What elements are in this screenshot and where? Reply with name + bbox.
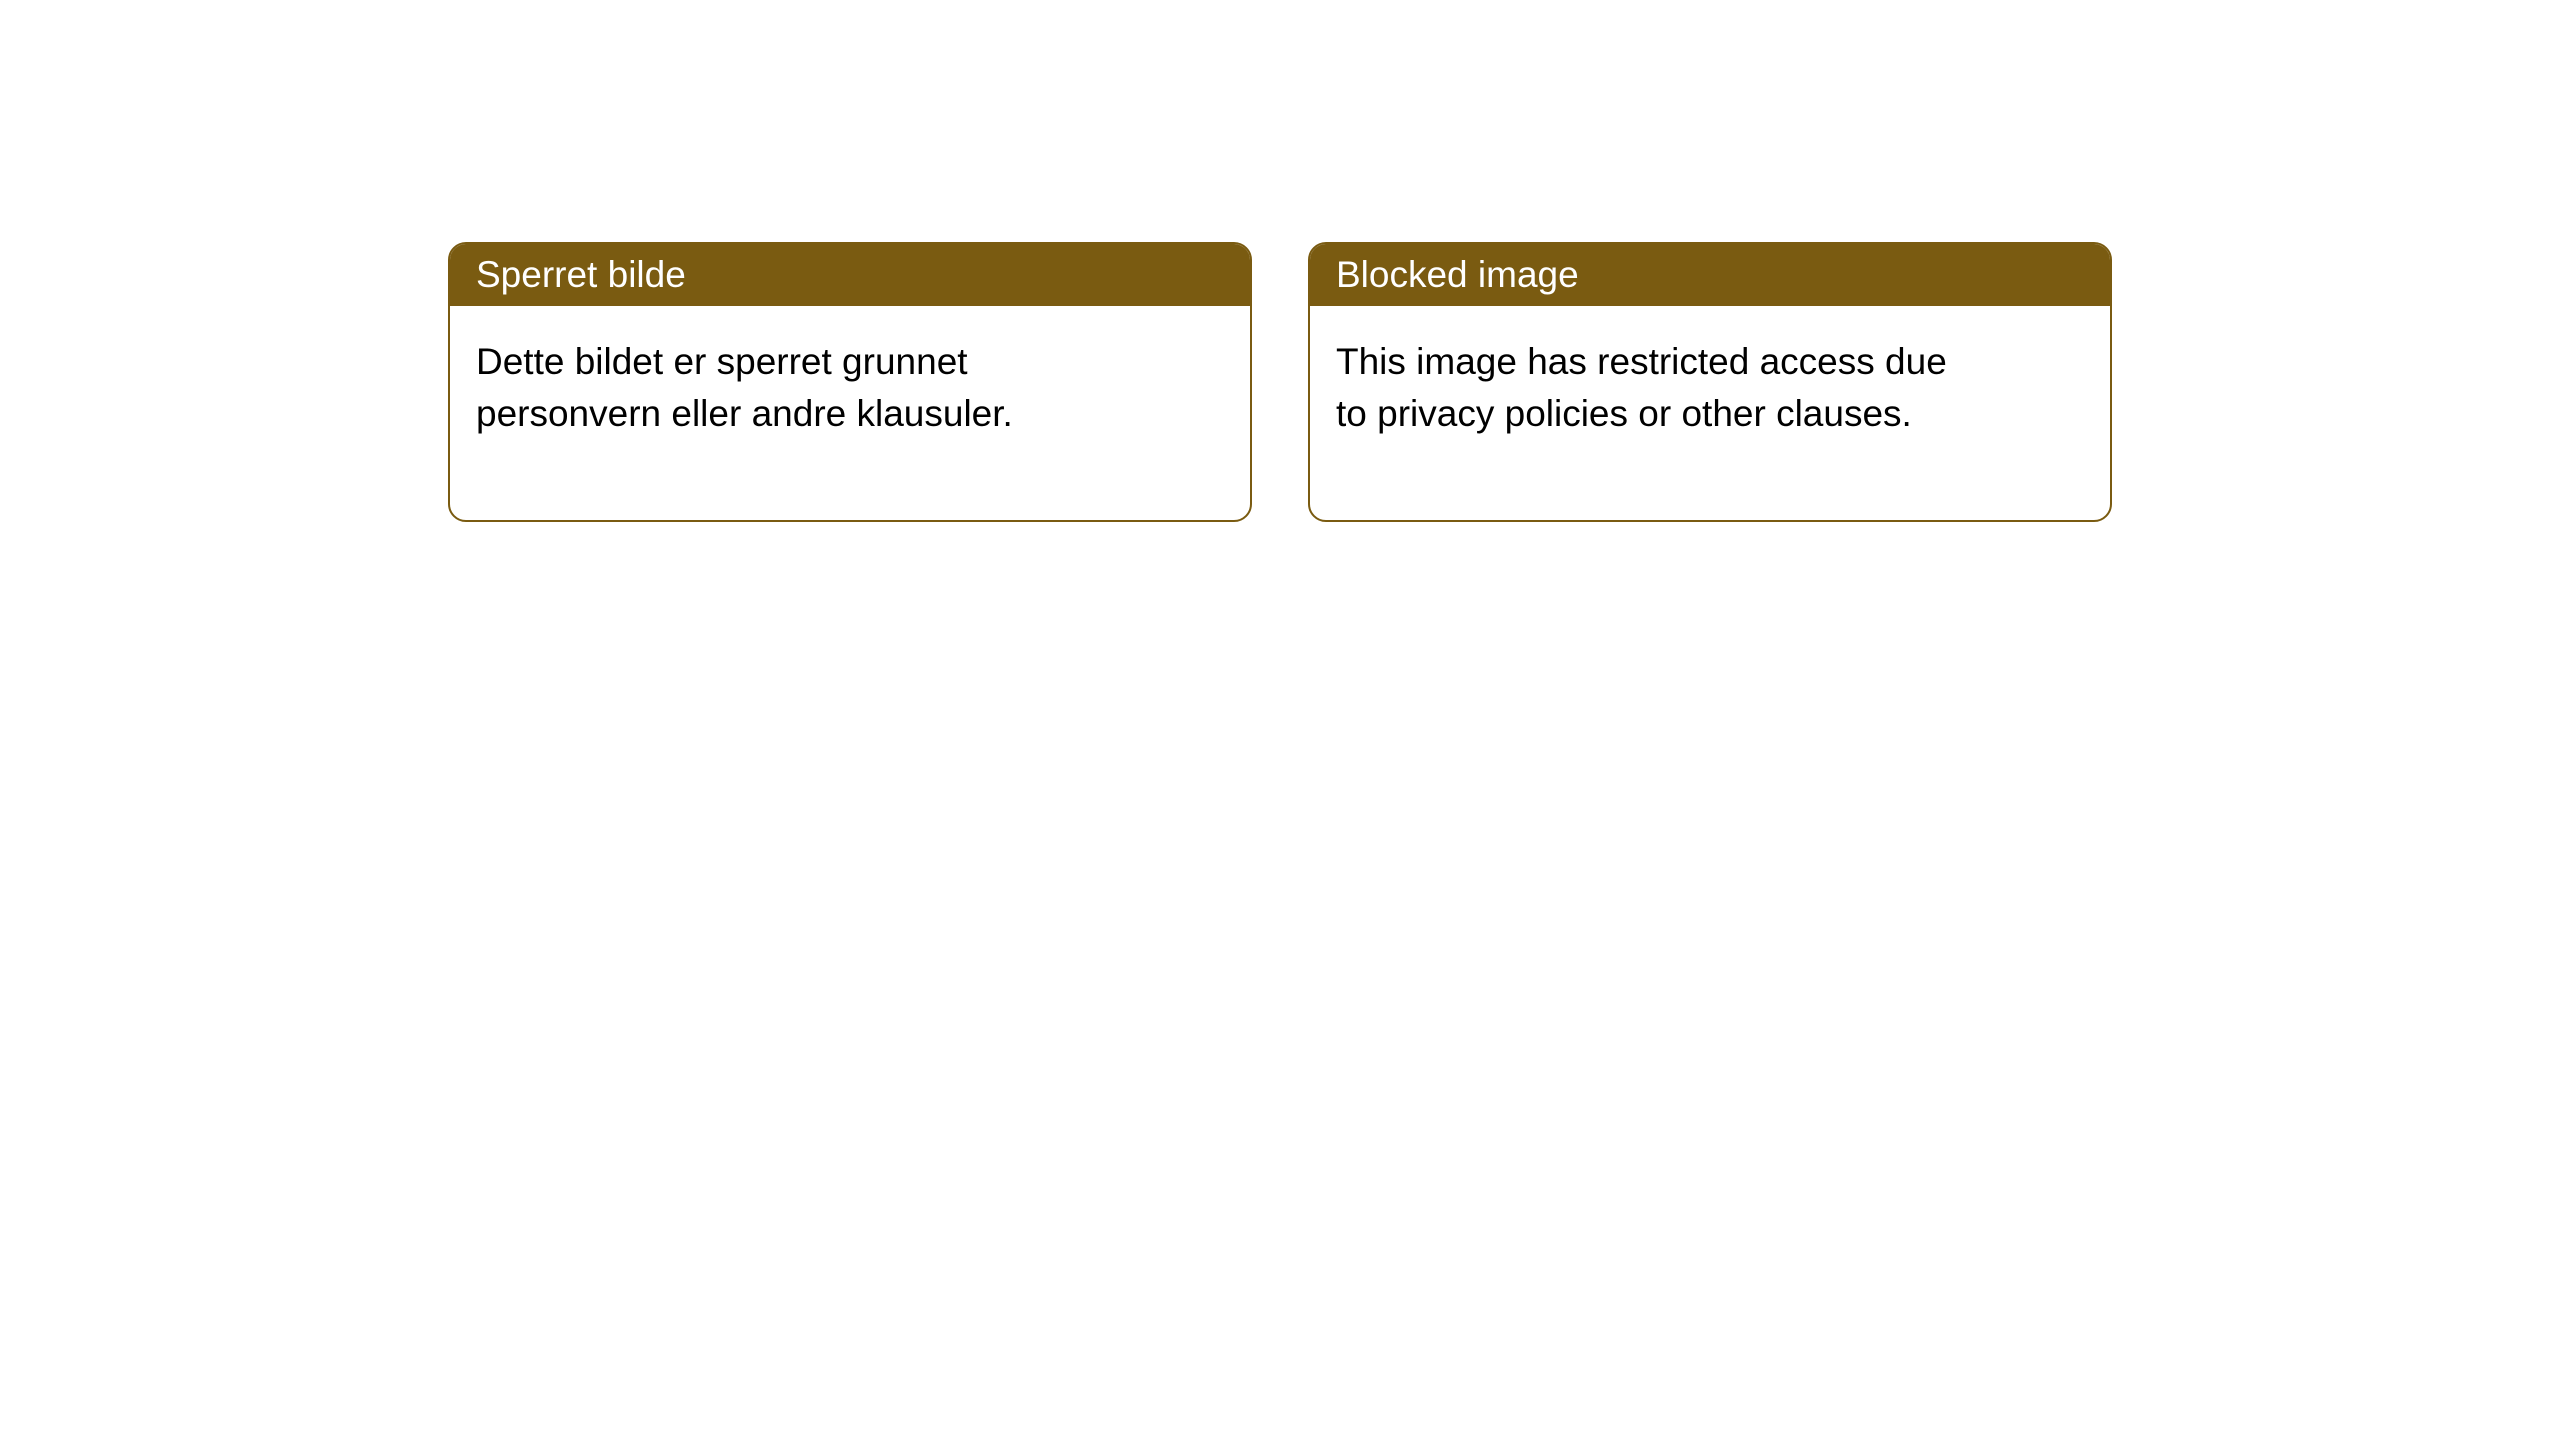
notice-title-norwegian: Sperret bilde — [476, 254, 686, 295]
notice-text-english: This image has restricted access due to … — [1336, 341, 1947, 434]
notice-header-norwegian: Sperret bilde — [450, 244, 1250, 306]
notice-header-english: Blocked image — [1310, 244, 2110, 306]
notice-body-english: This image has restricted access due to … — [1310, 306, 2010, 520]
notice-title-english: Blocked image — [1336, 254, 1579, 295]
notice-container: Sperret bilde Dette bildet er sperret gr… — [0, 0, 2560, 522]
notice-card-norwegian: Sperret bilde Dette bildet er sperret gr… — [448, 242, 1252, 522]
notice-body-norwegian: Dette bildet er sperret grunnet personve… — [450, 306, 1150, 520]
notice-text-norwegian: Dette bildet er sperret grunnet personve… — [476, 341, 1013, 434]
notice-card-english: Blocked image This image has restricted … — [1308, 242, 2112, 522]
